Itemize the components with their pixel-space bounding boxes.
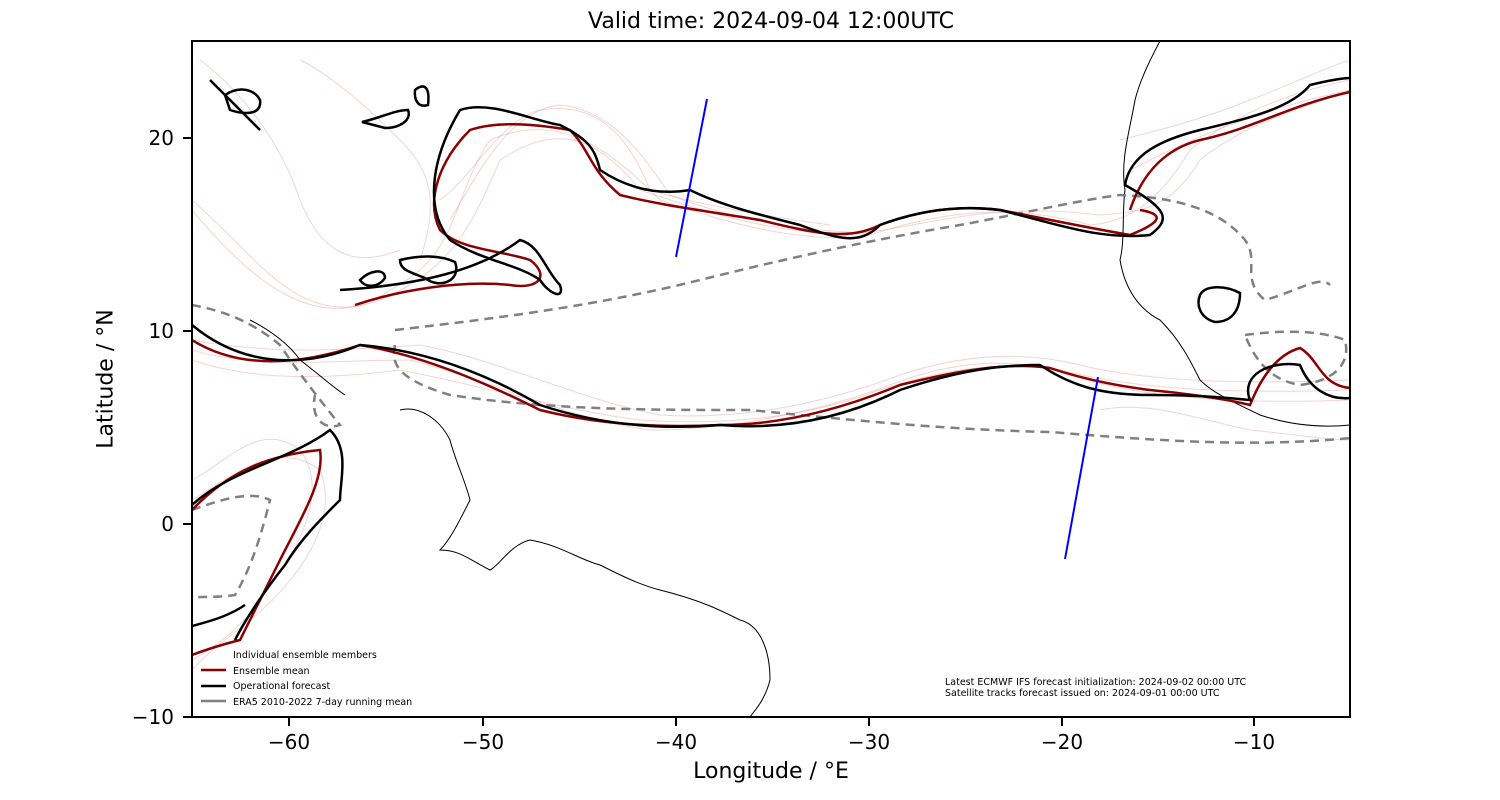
y-tick-label: 10 <box>148 319 174 343</box>
operational-forecast-lines <box>192 76 1350 641</box>
forecast-info: Latest ECMWF IFS forecast initialization… <box>945 677 1246 699</box>
x-axis-label: Longitude / °E <box>693 759 849 784</box>
satellite-track-1 <box>675 98 708 258</box>
x-tick-label: −50 <box>461 730 505 754</box>
coastline <box>249 41 1350 717</box>
y-tick-label: −10 <box>131 705 174 729</box>
satellite-issue-note: Satellite tracks forecast issued on: 202… <box>945 688 1220 699</box>
chart-title: Valid time: 2024-09-04 12:00UTC <box>588 9 954 34</box>
legend-swatches <box>201 668 226 703</box>
axes-frame <box>191 40 1351 718</box>
x-tick-label: −20 <box>1040 730 1084 754</box>
x-tick-label: −30 <box>847 730 891 754</box>
legend-item-era5-mean: ERA5 2010-2022 7-day running mean <box>233 696 413 708</box>
y-ticks <box>183 137 192 718</box>
x-tick-label: −10 <box>1232 730 1276 754</box>
satellite-tracks <box>675 98 1099 560</box>
y-tick-label: 0 <box>161 512 174 536</box>
legend-item-operational-forecast: Operational forecast <box>233 681 331 693</box>
forecast-init-note: Latest ECMWF IFS forecast initialization… <box>945 677 1247 688</box>
y-tick-label: 20 <box>148 126 174 150</box>
y-axis-label: Latitude / °N <box>93 309 119 449</box>
ensemble-members <box>192 59 1350 671</box>
legend-item-ensemble-members: Individual ensemble members <box>233 650 377 662</box>
legend: Individual ensemble members Ensemble mea… <box>199 648 412 710</box>
x-tick-label: −60 <box>267 730 311 754</box>
x-tick-label: −40 <box>654 730 698 754</box>
legend-item-ensemble-mean: Ensemble mean <box>233 665 310 677</box>
x-ticks <box>288 717 1255 726</box>
satellite-track-2 <box>1064 376 1099 560</box>
